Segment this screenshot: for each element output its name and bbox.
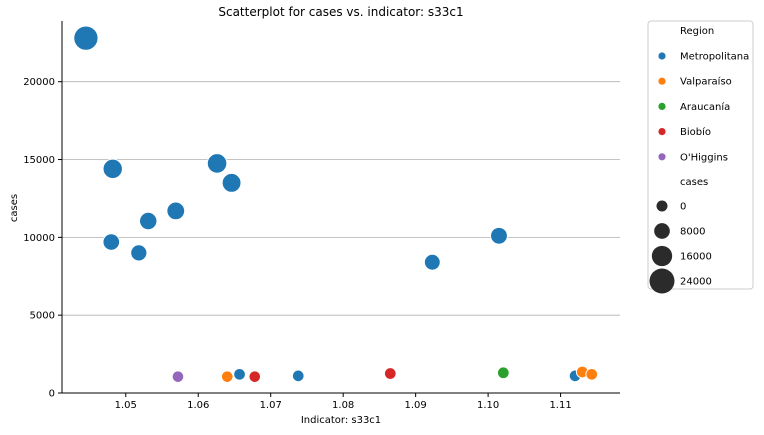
legend-size-label: 8000 — [680, 227, 705, 238]
data-point — [140, 212, 157, 229]
x-ticks: 1.05 1.06 1.07 1.08 1.09 1.10 1.11 — [115, 393, 572, 411]
x-tick-label: 1.11 — [549, 400, 571, 411]
legend-marker — [658, 78, 665, 85]
legend-marker — [658, 128, 665, 135]
y-tick-label: 20000 — [23, 77, 55, 88]
legend-marker — [658, 153, 665, 160]
legend-label: Araucanía — [680, 101, 730, 113]
y-tick-label: 10000 — [23, 233, 55, 244]
chart-title: Scatterplot for cases vs. indicator: s33… — [218, 5, 463, 19]
data-points — [74, 26, 598, 382]
data-point — [384, 368, 396, 380]
x-tick-label: 1.05 — [115, 400, 137, 411]
data-point — [222, 173, 241, 192]
legend-size-label: 0 — [680, 202, 686, 213]
legend-size-label: 16000 — [680, 252, 712, 263]
legend-label: Biobío — [680, 126, 711, 138]
legend-size-marker — [657, 201, 668, 212]
data-point — [207, 154, 227, 174]
data-point — [249, 371, 261, 383]
data-point — [74, 26, 98, 50]
x-tick-label: 1.06 — [187, 400, 209, 411]
data-point — [497, 367, 509, 379]
legend-label: Metropolitana — [680, 52, 749, 63]
axes — [62, 21, 620, 393]
legend-hue-title: Region — [680, 26, 714, 37]
legend-size-title: cases — [680, 177, 708, 188]
legend-label: O'Higgins — [680, 152, 728, 163]
y-tick-label: 5000 — [30, 311, 55, 322]
legend-size-marker — [650, 269, 675, 294]
data-point — [221, 371, 233, 383]
y-tick-label: 15000 — [23, 155, 55, 166]
data-point — [103, 234, 120, 251]
legend-marker — [658, 52, 665, 59]
data-point — [586, 368, 598, 380]
data-point — [131, 245, 147, 261]
legend-size-marker — [652, 246, 672, 266]
legend-label: Valparaíso — [680, 76, 732, 88]
data-point — [234, 368, 246, 380]
grid-lines — [62, 82, 620, 315]
x-tick-label: 1.09 — [405, 400, 427, 411]
x-tick-label: 1.08 — [332, 400, 354, 411]
y-axis-label: cases — [9, 194, 20, 222]
data-point — [172, 371, 184, 383]
legend: Region Metropolitana Valparaíso Araucanía B… — [648, 21, 753, 294]
y-ticks: 0 5000 10000 15000 20000 — [23, 77, 62, 399]
data-point — [103, 159, 122, 178]
data-point — [424, 254, 440, 270]
y-tick-label: 0 — [49, 389, 55, 400]
data-point — [491, 227, 508, 244]
legend-size-marker — [654, 223, 670, 239]
data-point — [167, 202, 185, 220]
x-tick-label: 1.07 — [260, 400, 282, 411]
legend-marker — [658, 103, 665, 110]
x-tick-label: 1.10 — [477, 400, 499, 411]
x-axis-label: Indicator: s33c1 — [301, 415, 381, 426]
legend-size-label: 24000 — [680, 277, 712, 288]
data-point — [292, 370, 304, 382]
